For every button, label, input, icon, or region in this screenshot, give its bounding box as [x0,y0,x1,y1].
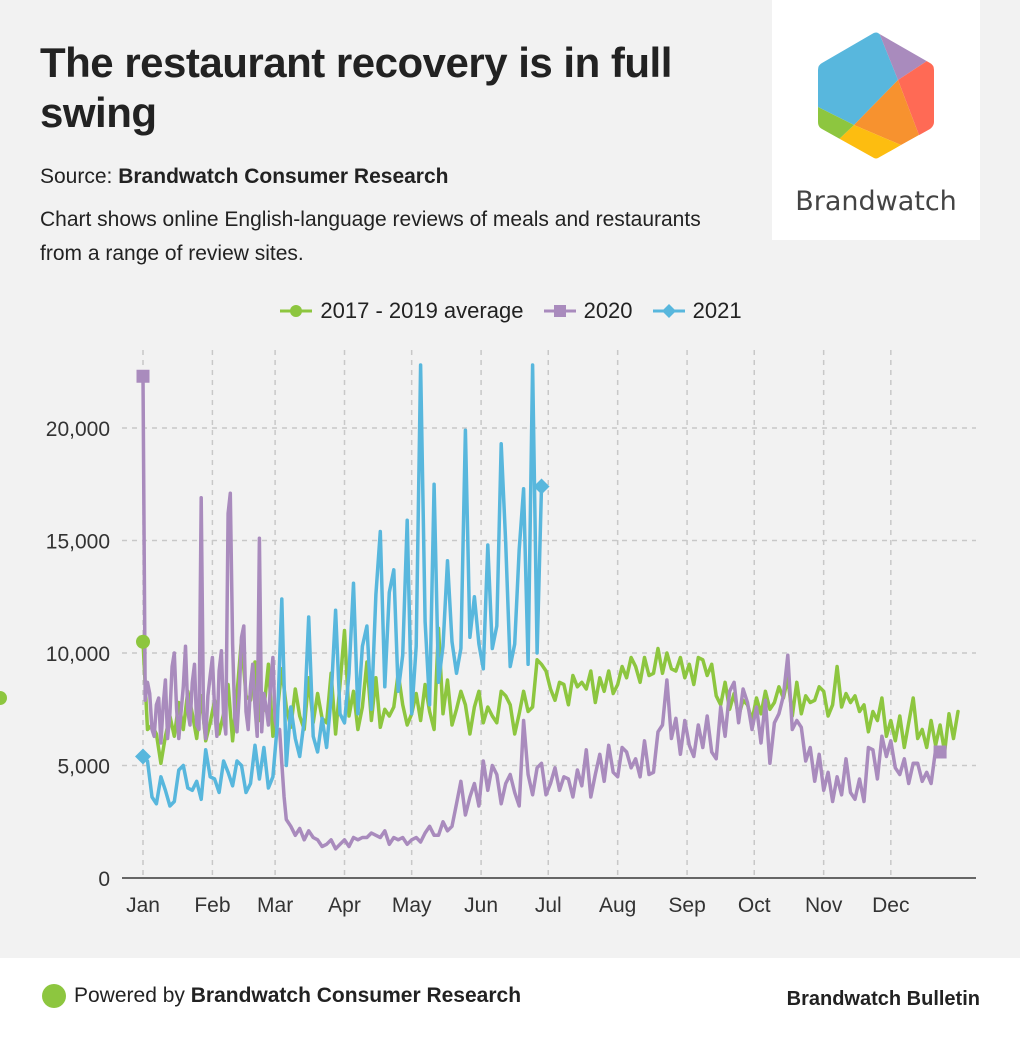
x-tick-label: Jan [126,894,160,917]
x-tick-label: Jul [535,894,562,917]
source-label: Source: [40,165,119,188]
brandwatch-hexagon-icon [818,32,934,159]
green-dot-icon [42,984,66,1008]
legend-label: 2021 [692,298,742,323]
legend-diamond-marker-icon [652,304,685,318]
source-name: Brandwatch Consumer Research [118,165,449,188]
legend-label: 2020 [583,298,633,323]
powered-by: Powered by Brandwatch Consumer Research [42,984,521,1008]
legend-item-2020[interactable]: 2020 [542,298,633,324]
start-square-marker [136,369,150,383]
publication-name: Brandwatch Bulletin [786,988,980,1010]
series-lines [141,363,960,851]
x-tick-label: Feb [194,894,230,917]
x-tick-label: May [392,894,432,917]
y-tick-label: 5,000 [57,756,110,779]
powered-name: Brandwatch Consumer Research [190,984,522,1007]
brandwatch-logo: Brandwatch [772,0,980,240]
x-tick-label: Aug [599,894,636,917]
series-markers [0,369,947,765]
footer: Powered by Brandwatch Consumer Research … [0,958,1020,1040]
legend-circle-marker-icon [280,305,313,317]
source-line: Source: Brandwatch Consumer Research [40,165,449,189]
legend-square-marker-icon [543,305,576,317]
legend-item-average[interactable]: 2017 - 2019 average [278,298,523,324]
series-line-2020 [141,374,942,851]
x-tick-label: Jun [464,894,498,917]
x-tick-label: Apr [328,894,361,917]
legend-item-2021[interactable]: 2021 [651,298,742,324]
x-tick-label: Dec [872,894,909,917]
y-axis-ticks: 0 5,000 10,000 15,000 20,000 [46,418,110,891]
x-tick-label: Oct [738,894,771,917]
end-circle-marker [0,691,7,705]
powered-prefix: Powered by [74,984,185,1007]
brandwatch-wordmark: Brandwatch [795,186,957,217]
start-circle-marker [136,634,150,649]
series-line-2021 [141,363,544,808]
y-tick-label: 0 [98,868,110,891]
x-axis-ticks: Jan Feb Mar Apr May Jun Jul Aug Sep Oct Nov Dec [126,894,909,917]
x-tick-label: Nov [805,894,843,917]
y-tick-label: 15,000 [46,531,110,554]
grid-lines [122,350,976,879]
x-tick-label: Mar [257,894,293,917]
end-diamond-marker [533,478,550,495]
chart-title: The restaurant recovery is in full swing [40,39,672,136]
chart-legend: 2017 - 2019 average 2020 2021 [0,298,1020,325]
line-chart: 0 5,000 10,000 15,000 20,000 Jan Feb Mar Apr May… [0,350,976,917]
y-tick-label: 20,000 [46,418,110,441]
start-diamond-marker [135,748,151,765]
chart-description: Chart shows online English-language revi… [40,208,701,265]
end-square-marker [933,745,947,759]
y-tick-label: 10,000 [46,643,110,666]
legend-label: 2017 - 2019 average [320,298,524,323]
x-tick-label: Sep [668,894,705,917]
